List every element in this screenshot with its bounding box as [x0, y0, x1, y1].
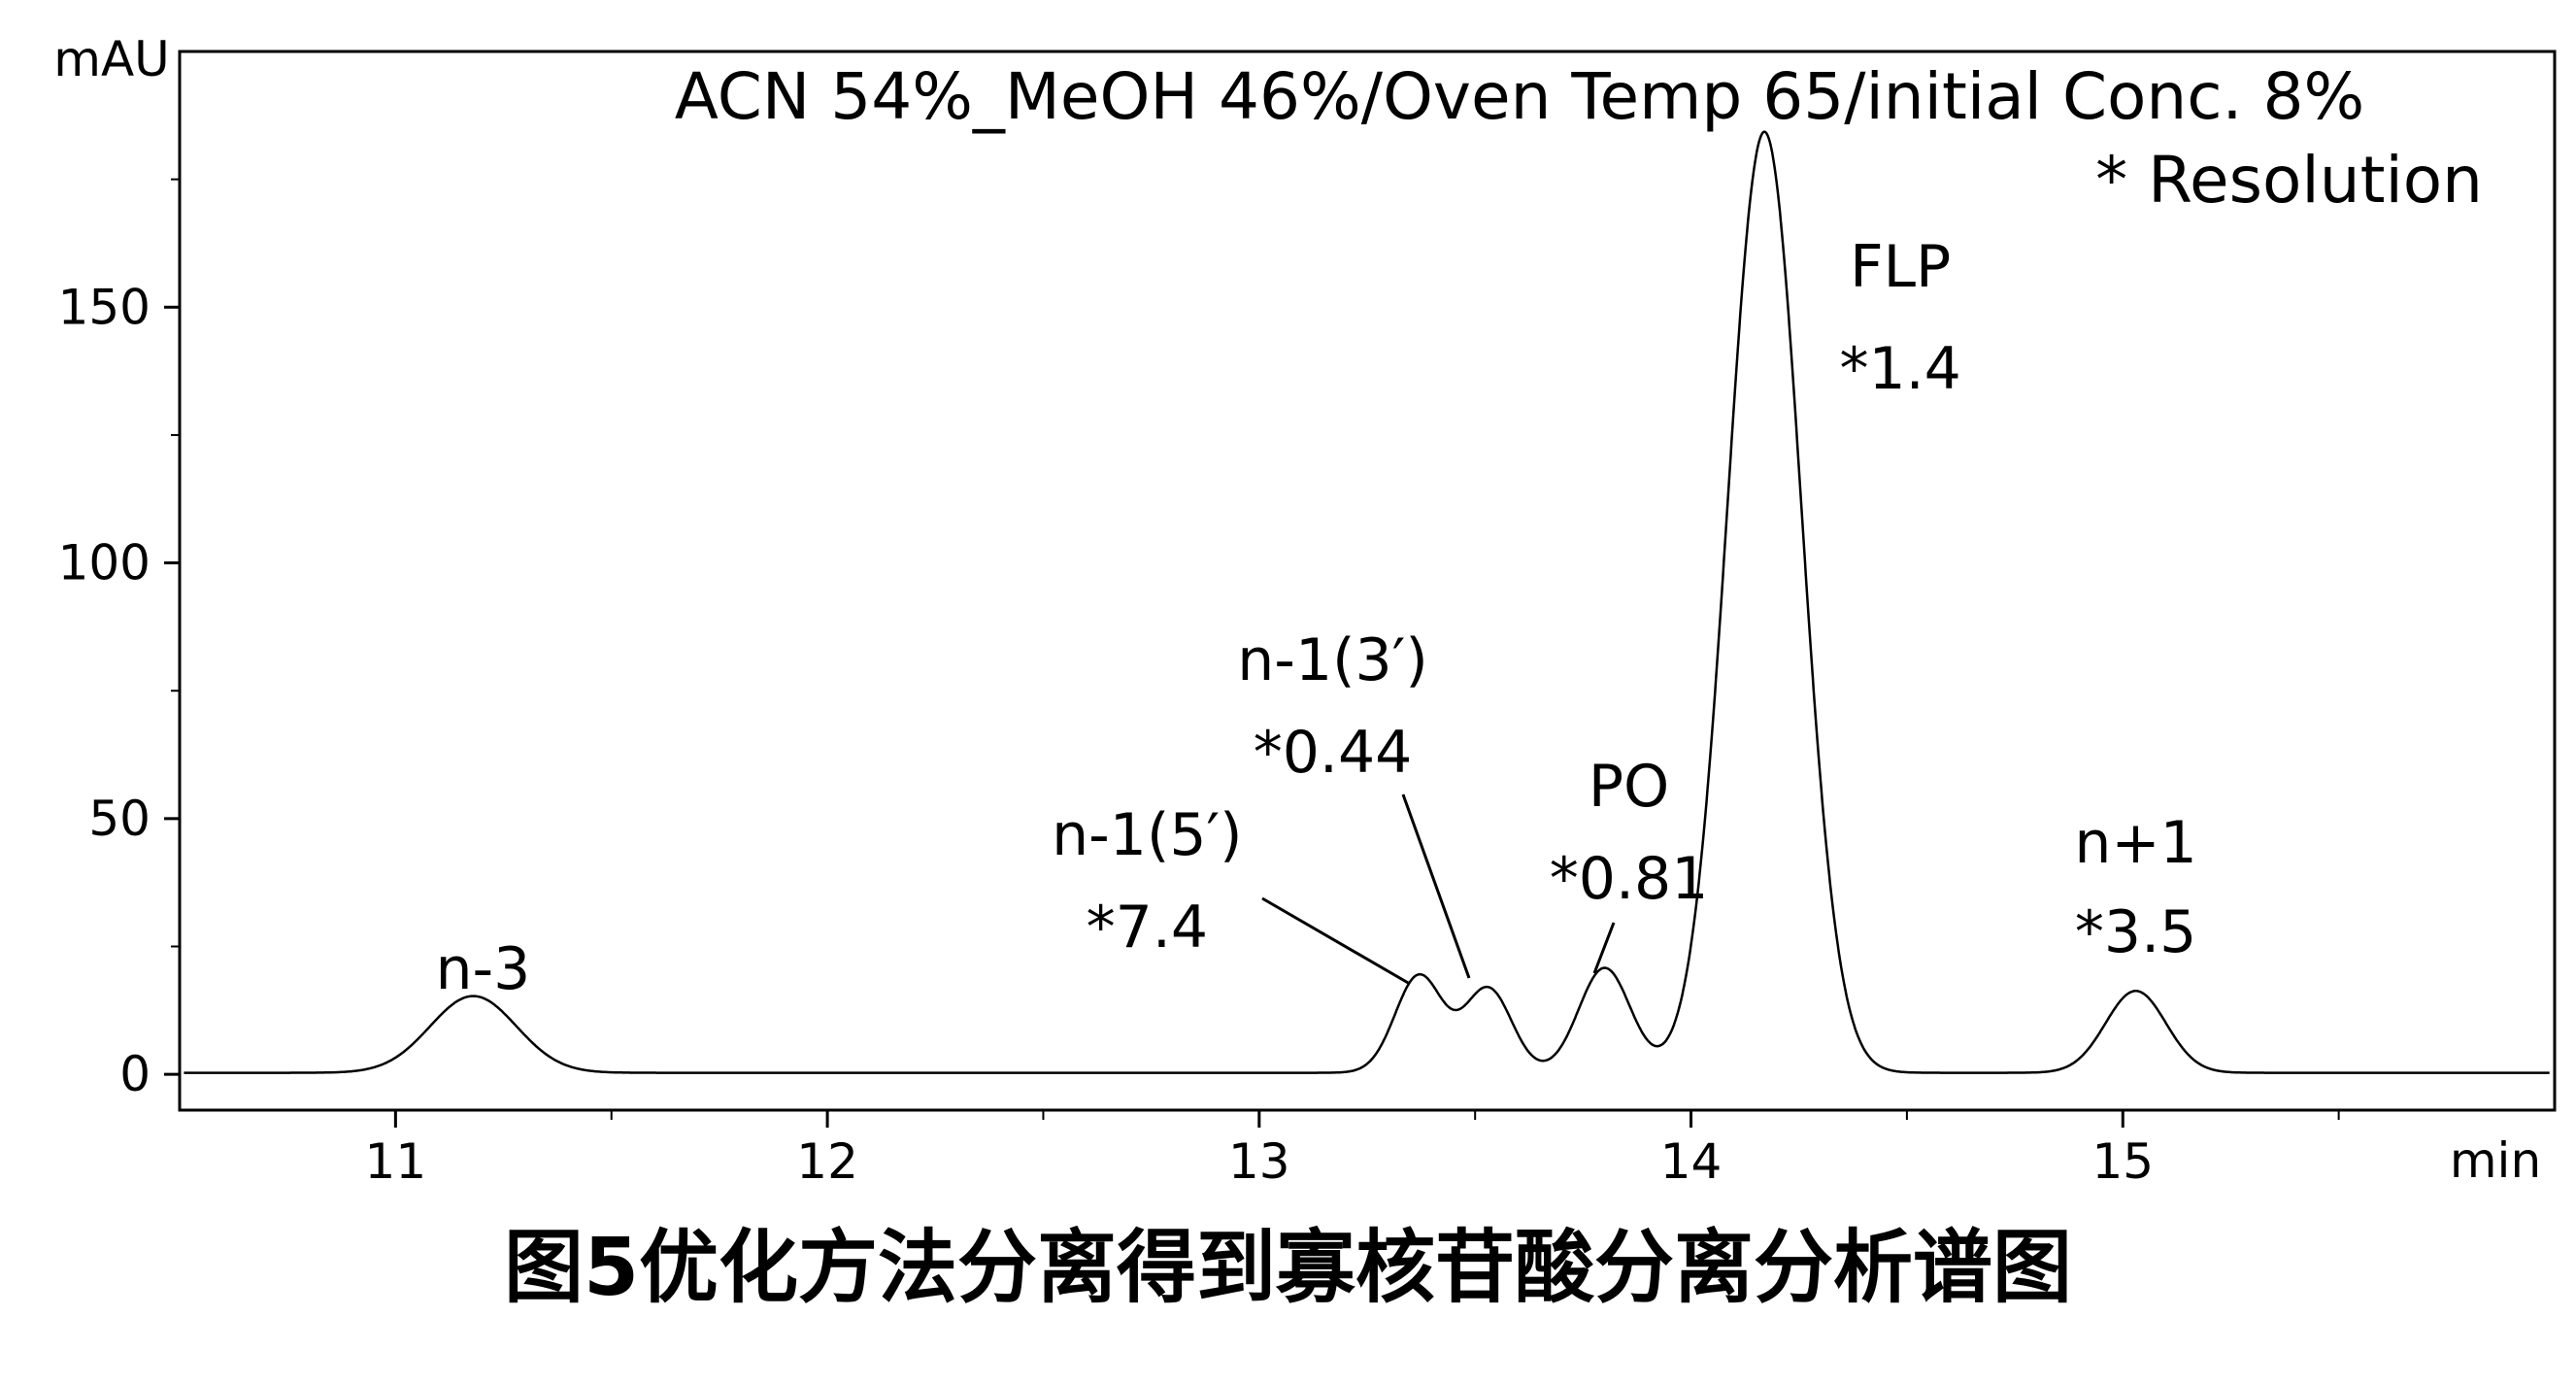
y-tick-label-100: 100	[58, 535, 151, 591]
x-tick-label-12: 12	[796, 1133, 858, 1190]
peak-leader-line	[1592, 922, 1616, 974]
x-tick-label-11: 11	[365, 1133, 427, 1190]
peak-resolution: *0.81	[1550, 845, 1709, 913]
figure-caption: 图5优化方法分离得到寡核苷酸分离分析谱图	[503, 1222, 2073, 1314]
chart-subtitle: * Resolution	[2095, 143, 2483, 218]
peak-label: n-3	[435, 935, 530, 1003]
peak-resolution: *0.44	[1254, 719, 1413, 787]
y-tick-label-50: 50	[88, 791, 151, 847]
peak-label: n+1	[2074, 809, 2196, 877]
x-axis: 11 12 13 14 15	[365, 1110, 2340, 1190]
x-axis-unit: min	[2450, 1132, 2541, 1189]
chart-title: ACN 54%_MeOH 46%/Oven Temp 65/initial Co…	[675, 59, 2364, 134]
y-tick-label-150: 150	[58, 279, 151, 335]
x-tick-label-15: 15	[2091, 1133, 2154, 1190]
peak-resolution: *3.5	[2075, 898, 2196, 966]
plot-frame	[178, 50, 2557, 1112]
peak-label: n-1(3′)	[1237, 626, 1427, 694]
y-axis-unit: mAU	[53, 31, 170, 87]
y-axis: 0 50 100 150	[58, 178, 180, 1102]
peak-label: FLP	[1850, 233, 1951, 301]
peak-annotations: n-3 n-1(5′) *7.4 n-1(3′) *0.44 PO *0.81 FLP *1.4…	[435, 233, 2196, 1003]
chromatogram-trace	[184, 130, 2550, 1074]
x-tick-label-13: 13	[1228, 1133, 1290, 1190]
chromatogram-chart: 0 50 100 150 11 12 13 14 15 mAU min ACN 54%_MeO…	[53, 31, 2557, 1190]
x-tick-label-14: 14	[1660, 1133, 1723, 1190]
peak-label: PO	[1589, 753, 1669, 821]
peak-resolution: *1.4	[1839, 335, 1960, 403]
peak-resolution: *7.4	[1087, 894, 1208, 962]
peak-label: n-1(5′)	[1052, 801, 1242, 869]
y-tick-label-0: 0	[119, 1046, 151, 1102]
peak-leader-line	[1401, 793, 1471, 979]
peak-leader-line	[1261, 896, 1411, 986]
